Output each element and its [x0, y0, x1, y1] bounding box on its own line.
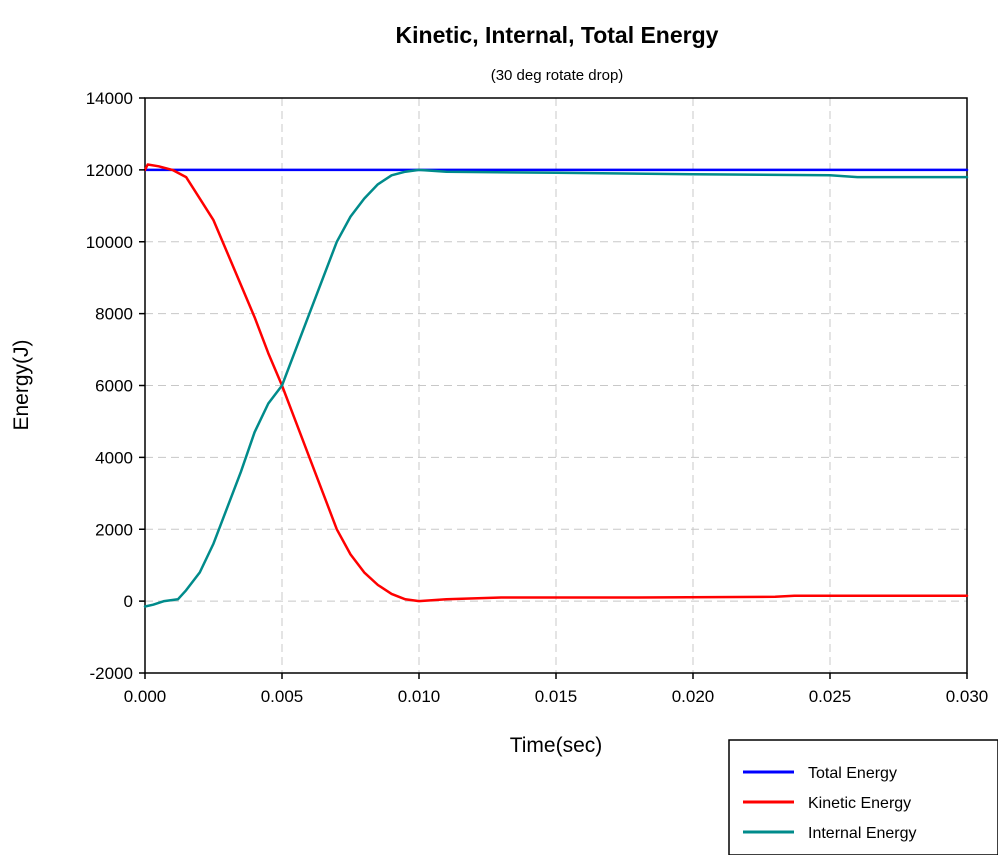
y-tick-label: -2000 — [90, 664, 133, 683]
y-tick-label: 12000 — [86, 161, 133, 180]
y-tick-label: 0 — [124, 592, 133, 611]
y-tick-label: 2000 — [95, 520, 133, 539]
y-axis-label: Energy(J) — [10, 339, 33, 430]
series-lines — [143, 163, 969, 608]
x-tick-label: 0.015 — [535, 687, 578, 706]
y-tick-label: 8000 — [95, 305, 133, 324]
y-tick-label: 10000 — [86, 233, 133, 252]
x-tick-label: 0.010 — [398, 687, 441, 706]
legend-items: Total Energy Kinetic Energy Internal Energ… — [743, 765, 917, 842]
y-tick-label: 6000 — [95, 377, 133, 396]
legend: Total Energy Kinetic Energy Internal Energ… — [728, 739, 998, 855]
legend-label-total-energy: Total Energy — [808, 765, 897, 782]
chart-title: Kinetic, Internal, Total Energy — [396, 22, 719, 48]
x-axis-label: Time(sec) — [510, 734, 603, 757]
legend-box — [728, 739, 998, 855]
y-tick-label: 4000 — [95, 448, 133, 467]
legend-label-internal-energy: Internal Energy — [808, 825, 917, 842]
x-tick-label: 0.030 — [946, 687, 989, 706]
y-tick-label: 14000 — [86, 89, 133, 108]
y-axis-ticks: -2000 0 2000 4000 6000 8000 10000 12000 14000 — [86, 89, 145, 683]
x-tick-label: 0.025 — [809, 687, 852, 706]
chart-subtitle: (30 deg rotate drop) — [491, 67, 624, 84]
x-tick-label: 0.005 — [261, 687, 304, 706]
legend-label-kinetic-energy: Kinetic Energy — [808, 795, 911, 812]
series-line-kinetic-energy — [143, 163, 969, 603]
x-tick-label: 0.020 — [672, 687, 715, 706]
x-axis-ticks: 0.000 0.005 0.010 0.015 0.020 0.025 0.030 — [124, 673, 989, 706]
x-tick-label: 0.000 — [124, 687, 167, 706]
series-line-internal-energy — [143, 168, 969, 608]
